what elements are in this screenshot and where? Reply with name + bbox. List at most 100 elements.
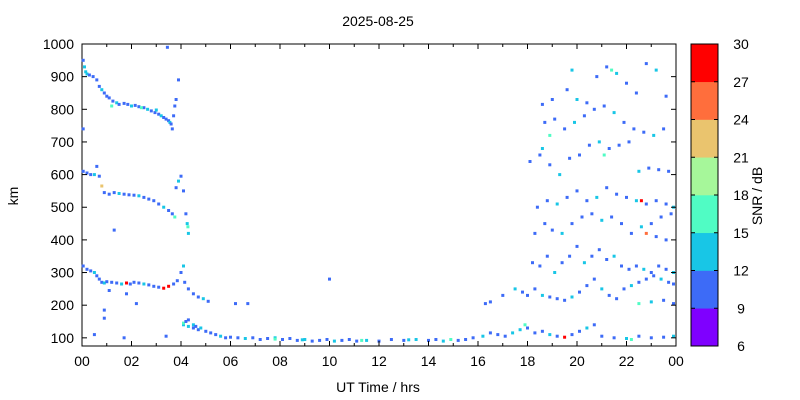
data-point [526, 326, 529, 330]
data-point [281, 338, 284, 341]
data-point [513, 287, 517, 291]
data-point [172, 282, 176, 286]
x-tick-label: 18 [520, 353, 536, 369]
colorbar-band [691, 195, 718, 234]
data-point [186, 318, 190, 322]
data-point [102, 308, 106, 312]
data-point [667, 280, 671, 284]
data-point [595, 195, 599, 199]
data-point [573, 120, 576, 124]
data-point [667, 169, 671, 173]
data-points [81, 45, 675, 343]
data-point [102, 281, 106, 285]
data-point [563, 298, 567, 302]
data-point [229, 335, 232, 339]
data-point [550, 228, 554, 232]
data-point [169, 122, 173, 126]
data-point [132, 193, 136, 197]
data-point [115, 281, 119, 285]
data-point [625, 195, 628, 199]
data-point [602, 153, 606, 157]
data-point [548, 163, 552, 167]
data-point [102, 91, 106, 95]
data-point [184, 212, 188, 216]
data-point [83, 65, 86, 69]
data-point [246, 302, 250, 306]
data-point [600, 287, 604, 291]
data-point [347, 338, 351, 341]
data-point [560, 231, 564, 235]
data-point [615, 71, 619, 75]
data-point [162, 286, 166, 290]
data-point [560, 261, 564, 265]
data-point [340, 338, 344, 342]
data-point [139, 106, 143, 110]
data-point [483, 302, 487, 306]
data-point [612, 336, 616, 340]
data-point [112, 191, 116, 195]
data-point [152, 284, 156, 288]
data-point [137, 194, 141, 198]
data-point [122, 101, 126, 105]
data-point [196, 295, 200, 299]
data-point [587, 143, 591, 147]
data-point [91, 75, 95, 79]
data-point [622, 287, 626, 291]
data-point [112, 228, 116, 232]
data-point [182, 264, 185, 268]
data-point [162, 205, 166, 209]
data-point [662, 298, 666, 302]
colorbar-band [691, 232, 718, 271]
data-point [612, 254, 616, 258]
data-point [164, 334, 168, 338]
data-point [555, 297, 559, 301]
data-point [662, 127, 666, 131]
data-point [526, 293, 529, 297]
data-point [142, 195, 146, 199]
data-point [125, 281, 128, 285]
x-tick-label: 00 [668, 353, 684, 369]
data-point [590, 254, 594, 258]
data-point [456, 338, 460, 342]
data-point [592, 277, 596, 281]
data-point [92, 173, 96, 177]
data-point [128, 282, 132, 286]
data-point [555, 202, 559, 206]
colorbar-band [691, 44, 718, 83]
data-point [81, 169, 85, 173]
data-point [600, 218, 604, 222]
data-point [622, 120, 626, 124]
y-axis: 100 200 300 400 500 600 700 800 900 1000 [43, 36, 676, 346]
data-point [173, 215, 177, 219]
data-point [481, 334, 485, 338]
data-point [100, 88, 104, 92]
data-point [84, 70, 88, 74]
data-point [605, 258, 609, 261]
data-point [642, 130, 646, 134]
data-point [243, 337, 247, 340]
data-point [95, 78, 99, 82]
data-point [610, 215, 614, 219]
data-point [102, 316, 106, 320]
data-point [134, 302, 138, 306]
data-point [183, 280, 187, 284]
data-point [111, 99, 115, 103]
data-point [110, 280, 114, 284]
data-point [219, 334, 223, 338]
data-point [402, 338, 406, 342]
data-point [120, 282, 124, 286]
data-point [649, 300, 653, 304]
x-axis-label: UT Time / hrs [336, 379, 420, 395]
data-point [168, 120, 172, 124]
data-point [654, 235, 658, 239]
data-point [152, 199, 156, 203]
data-point [97, 174, 101, 178]
data-point [182, 321, 185, 325]
data-point [565, 195, 569, 199]
data-point [164, 117, 168, 121]
data-point [170, 127, 174, 131]
data-point [634, 91, 638, 95]
data-point [167, 209, 171, 212]
data-point [300, 338, 304, 342]
data-point [659, 277, 663, 281]
